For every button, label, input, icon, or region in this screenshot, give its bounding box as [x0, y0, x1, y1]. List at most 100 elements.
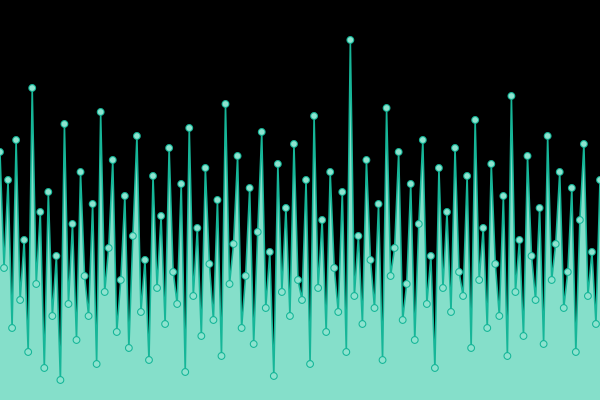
data-point-marker — [330, 264, 339, 272]
data-point-marker — [193, 224, 202, 232]
data-point-marker — [495, 312, 504, 320]
data-point-marker — [181, 368, 190, 376]
data-point-marker — [519, 332, 528, 340]
data-point-marker — [539, 340, 548, 348]
data-point-marker — [475, 276, 484, 284]
data-point-marker — [253, 228, 262, 236]
data-point-marker — [483, 324, 492, 332]
data-point-marker — [52, 252, 61, 260]
data-point-marker — [358, 320, 367, 328]
data-point-marker — [318, 216, 327, 224]
data-point-marker — [398, 316, 407, 324]
data-point-marker — [567, 184, 576, 192]
data-point-marker — [177, 180, 186, 188]
data-point-marker — [217, 352, 226, 360]
data-point-marker — [60, 120, 69, 128]
data-point-marker — [205, 260, 214, 268]
data-point-marker — [322, 328, 331, 336]
data-point-marker — [439, 284, 447, 292]
data-point-marker — [334, 308, 343, 316]
data-point-marker — [233, 152, 242, 160]
data-point-marker — [269, 372, 278, 380]
data-point-marker — [583, 292, 592, 300]
data-point-marker — [422, 300, 431, 308]
data-point-marker — [406, 180, 415, 188]
data-point-marker — [120, 192, 129, 200]
data-point-marker — [16, 296, 25, 304]
data-point-marker — [455, 268, 464, 276]
data-point-marker — [20, 236, 29, 244]
data-point-marker — [197, 332, 206, 340]
data-point-markers — [0, 36, 600, 384]
data-point-marker — [277, 288, 286, 296]
data-point-marker — [241, 272, 250, 280]
data-point-marker — [362, 156, 371, 164]
data-point-marker — [201, 164, 210, 172]
data-point-marker — [189, 292, 198, 300]
data-point-marker — [44, 188, 53, 196]
data-point-marker — [257, 128, 266, 136]
data-point-marker — [467, 344, 476, 352]
data-point-marker — [84, 312, 93, 320]
data-point-marker — [491, 260, 500, 268]
data-point-marker — [551, 240, 560, 248]
data-point-marker — [314, 284, 323, 292]
data-point-marker — [511, 288, 520, 296]
data-point-marker — [76, 168, 85, 176]
data-point-marker — [394, 148, 403, 156]
data-point-marker — [225, 280, 234, 288]
data-point-marker — [535, 204, 544, 212]
data-point-marker — [173, 300, 182, 308]
data-point-marker — [487, 160, 496, 168]
data-point-marker — [374, 200, 383, 208]
data-point-marker — [559, 304, 568, 312]
data-point-marker — [402, 280, 411, 288]
data-point-marker — [149, 172, 157, 180]
data-point-marker — [350, 292, 359, 300]
data-point-marker — [507, 92, 516, 100]
data-point-marker — [463, 172, 472, 180]
data-point-marker — [571, 348, 580, 356]
data-point-marker — [273, 160, 282, 168]
data-point-marker — [326, 168, 335, 176]
data-point-marker — [104, 244, 113, 252]
data-point-marker — [290, 140, 298, 148]
data-point-marker — [426, 252, 435, 260]
data-point-marker — [418, 136, 427, 144]
data-point-marker — [8, 324, 17, 332]
data-point-marker — [157, 212, 166, 220]
data-point-marker — [382, 104, 391, 112]
data-point-marker — [414, 220, 423, 228]
data-point-marker — [596, 176, 600, 184]
data-point-marker — [443, 208, 451, 216]
data-point-marker — [12, 136, 21, 144]
data-point-marker — [285, 312, 294, 320]
data-point-marker — [136, 308, 145, 316]
data-point-marker — [531, 296, 540, 304]
data-point-marker — [543, 132, 552, 140]
data-point-marker — [479, 224, 488, 232]
data-point-marker — [209, 316, 218, 324]
data-point-marker — [96, 108, 105, 116]
data-point-marker — [294, 276, 302, 284]
data-point-marker — [434, 164, 443, 172]
data-point-marker — [354, 232, 363, 240]
data-point-marker — [64, 300, 73, 308]
data-point-marker — [0, 148, 4, 156]
data-point-marker — [386, 272, 395, 280]
data-point-marker — [261, 304, 270, 312]
data-point-marker — [100, 288, 109, 296]
data-point-marker — [459, 292, 468, 300]
data-point-marker — [310, 112, 319, 120]
data-point-marker — [527, 252, 536, 260]
data-point-marker — [128, 232, 137, 240]
data-point-marker — [592, 320, 600, 328]
data-point-marker — [237, 324, 246, 332]
data-point-marker — [116, 276, 125, 284]
data-point-marker — [68, 220, 77, 228]
data-point-marker — [0, 264, 8, 272]
data-point-marker — [56, 376, 65, 384]
data-point-marker — [306, 360, 315, 368]
